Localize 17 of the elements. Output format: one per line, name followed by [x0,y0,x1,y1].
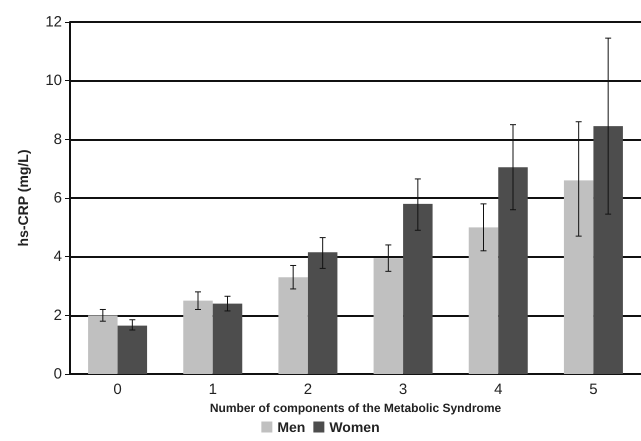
x-tick-label: 4 [494,381,502,398]
legend-label: Men [277,419,306,435]
x-tick-label: 1 [208,381,217,398]
y-tick-label: 4 [54,248,62,266]
x-axis-title: Number of components of the Metabolic Syndrome [210,401,502,415]
y-tick-label: 8 [54,130,62,148]
x-tick-label: 3 [398,381,408,398]
y-tick-label: 2 [54,306,62,324]
x-tick-label: 5 [589,381,598,398]
x-tick-label: 0 [113,381,122,398]
y-tick-label: 12 [45,14,62,30]
y-axis-title: hs-CRP (mg/L) [15,150,31,246]
legend-label: Women [329,419,380,435]
y-tick-label: 10 [45,72,62,90]
x-tick-label: 2 [304,381,312,398]
y-tick-label: 0 [54,366,62,382]
y-tick-label: 6 [54,190,62,206]
